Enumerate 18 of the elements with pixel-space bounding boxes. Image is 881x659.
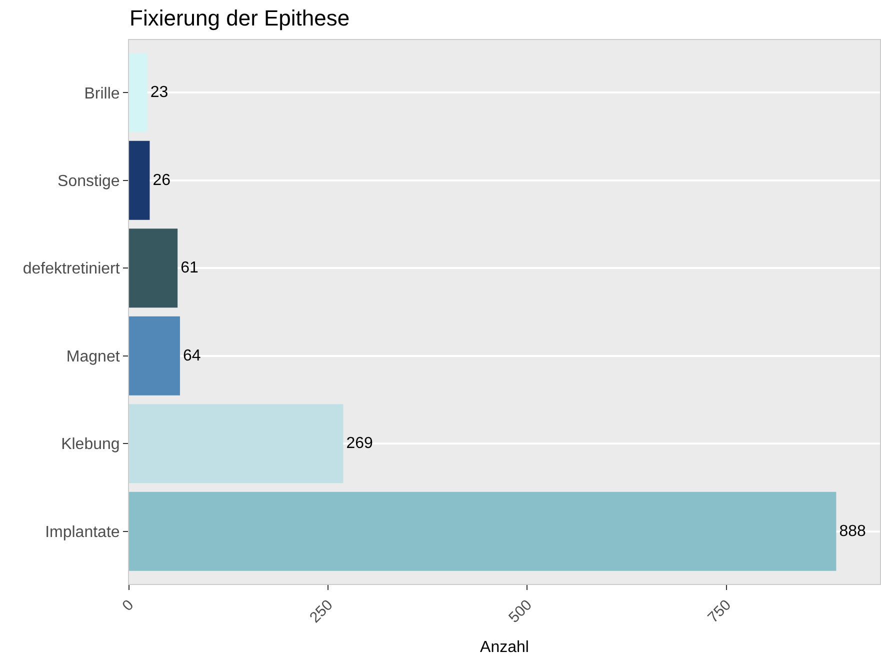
x-tick-label: 500 [506,596,536,626]
x-axis-title: Anzahl [480,639,529,656]
data-label: 61 [180,260,198,277]
data-label: 64 [182,347,201,364]
chart-title: Fixierung der Epithese [130,5,350,30]
x-tick-label: 750 [704,596,734,626]
y-tick-label: Magnet [66,348,120,366]
x-tick-label: 0 [119,596,138,615]
data-label: 269 [346,435,374,452]
y-tick-label: Brille [84,85,120,102]
y-tick-label: defektretiniert [22,260,120,278]
y-tick-label: Implantate [45,524,120,541]
data-label: 888 [839,522,866,540]
y-tick-label: Klebung [61,436,120,454]
data-label: 23 [150,84,168,102]
x-tick-label: 250 [306,596,336,626]
data-label: 26 [152,172,171,189]
y-tick-label: Sonstige [58,172,120,190]
